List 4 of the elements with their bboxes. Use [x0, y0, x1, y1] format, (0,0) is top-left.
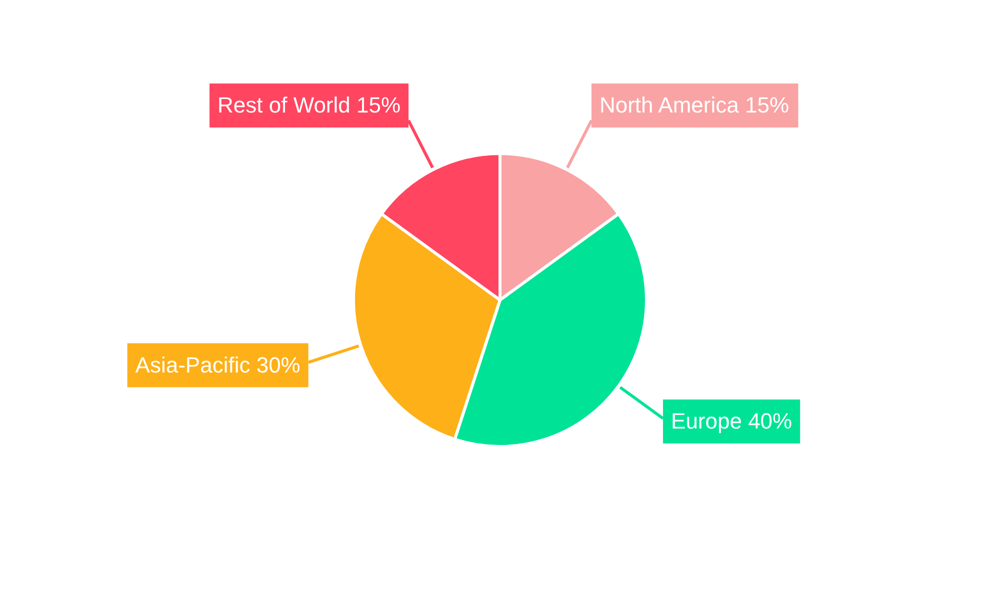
- slice-label: Rest of World 15%: [218, 92, 401, 118]
- slice-label: Europe 40%: [671, 408, 792, 434]
- slice-label: North America 15%: [599, 92, 790, 118]
- slice-label: Asia-Pacific 30%: [135, 352, 300, 378]
